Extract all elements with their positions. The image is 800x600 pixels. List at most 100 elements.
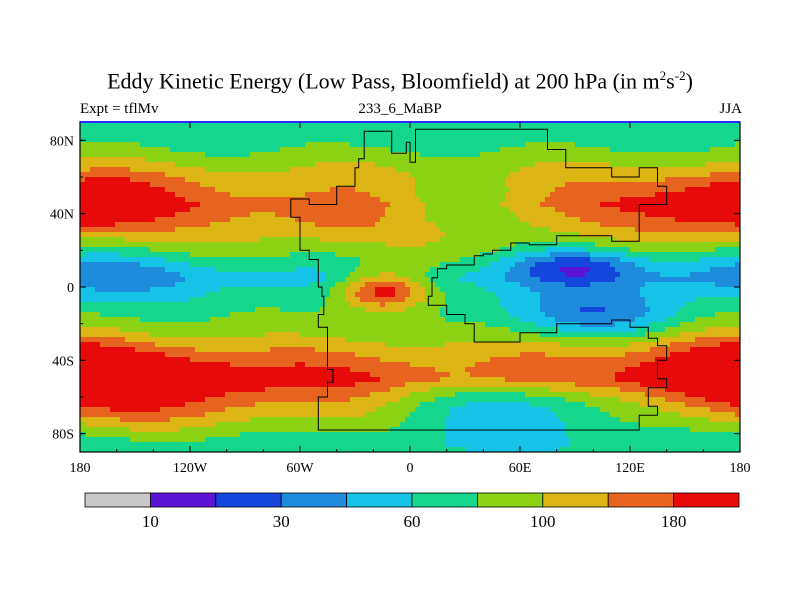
field-cell — [520, 152, 526, 158]
field-cell — [440, 232, 446, 238]
field-cell — [375, 187, 381, 193]
field-cell — [285, 252, 291, 258]
field-cell — [440, 277, 446, 283]
field-cell — [375, 207, 381, 213]
field-cell — [185, 187, 191, 193]
field-cell — [340, 302, 346, 308]
field-cell — [145, 272, 151, 278]
field-cell — [525, 142, 531, 148]
field-cell — [720, 212, 726, 218]
field-cell — [250, 282, 256, 288]
field-cell — [130, 247, 136, 253]
field-cell — [155, 277, 161, 283]
field-cell — [605, 292, 611, 298]
field-cell — [260, 222, 266, 228]
field-cell — [700, 157, 706, 163]
field-cell — [225, 227, 231, 233]
field-cell — [415, 137, 421, 143]
field-cell — [85, 182, 91, 188]
field-cell — [505, 242, 511, 248]
field-cell — [685, 267, 691, 273]
field-cell — [650, 172, 656, 178]
field-cell — [450, 177, 456, 183]
field-cell — [130, 272, 136, 278]
field-cell — [390, 242, 396, 248]
field-cell — [160, 297, 166, 303]
field-cell — [155, 292, 161, 298]
field-cell — [365, 157, 371, 163]
field-cell — [150, 157, 156, 163]
field-cell — [115, 122, 121, 128]
field-cell — [230, 252, 236, 258]
field-cell — [580, 132, 586, 138]
field-cell — [600, 247, 606, 253]
field-cell — [685, 127, 691, 133]
field-cell — [490, 197, 496, 203]
field-cell — [310, 162, 316, 168]
field-cell — [90, 127, 96, 133]
field-cell — [435, 222, 441, 228]
field-cell — [245, 257, 251, 263]
field-cell — [630, 272, 636, 278]
field-cell — [240, 187, 246, 193]
field-cell — [160, 142, 166, 148]
field-cell — [265, 137, 271, 143]
field-cell — [235, 277, 241, 283]
field-cell — [125, 222, 131, 228]
field-cell — [225, 247, 231, 253]
field-cell — [160, 272, 166, 278]
field-cell — [330, 197, 336, 203]
field-cell — [595, 157, 601, 163]
field-cell — [565, 137, 571, 143]
field-cell — [185, 222, 191, 228]
field-cell — [440, 237, 446, 243]
field-cell — [700, 222, 706, 228]
field-cell — [640, 242, 646, 248]
field-cell — [600, 217, 606, 223]
field-cell — [720, 207, 726, 213]
field-cell — [705, 277, 711, 283]
field-cell — [295, 242, 301, 248]
field-cell — [370, 162, 376, 168]
field-cell — [275, 122, 281, 128]
field-cell — [595, 292, 601, 298]
field-cell — [230, 152, 236, 158]
field-cell — [380, 307, 386, 313]
field-cell — [340, 192, 346, 198]
field-cell — [640, 277, 646, 283]
field-cell — [715, 137, 721, 143]
field-cell — [430, 137, 436, 143]
field-cell — [320, 222, 326, 228]
field-cell — [690, 237, 696, 243]
field-cell — [395, 177, 401, 183]
field-cell — [405, 242, 411, 248]
field-cell — [500, 277, 506, 283]
field-cell — [215, 157, 221, 163]
field-cell — [535, 137, 541, 143]
field-cell — [475, 282, 481, 288]
field-cell — [520, 287, 526, 293]
field-cell — [245, 167, 251, 173]
field-cell — [165, 172, 171, 178]
field-cell — [615, 212, 621, 218]
field-cell — [435, 297, 441, 303]
field-cell — [320, 127, 326, 133]
field-cell — [375, 127, 381, 133]
field-cell — [320, 237, 326, 243]
field-cell — [175, 207, 181, 213]
field-cell — [675, 282, 681, 288]
field-cell — [585, 272, 591, 278]
field-cell — [295, 262, 301, 268]
field-cell — [130, 222, 136, 228]
field-cell — [325, 162, 331, 168]
field-cell — [90, 222, 96, 228]
field-cell — [140, 237, 146, 243]
field-cell — [560, 207, 566, 213]
field-cell — [335, 272, 341, 278]
field-cell — [645, 277, 651, 283]
field-cell — [280, 247, 286, 253]
field-cell — [190, 127, 196, 133]
field-cell — [700, 187, 706, 193]
chart-title-text: Eddy Kinetic Energy (Low Pass, Bloomfiel… — [107, 68, 660, 94]
field-cell — [430, 307, 436, 313]
